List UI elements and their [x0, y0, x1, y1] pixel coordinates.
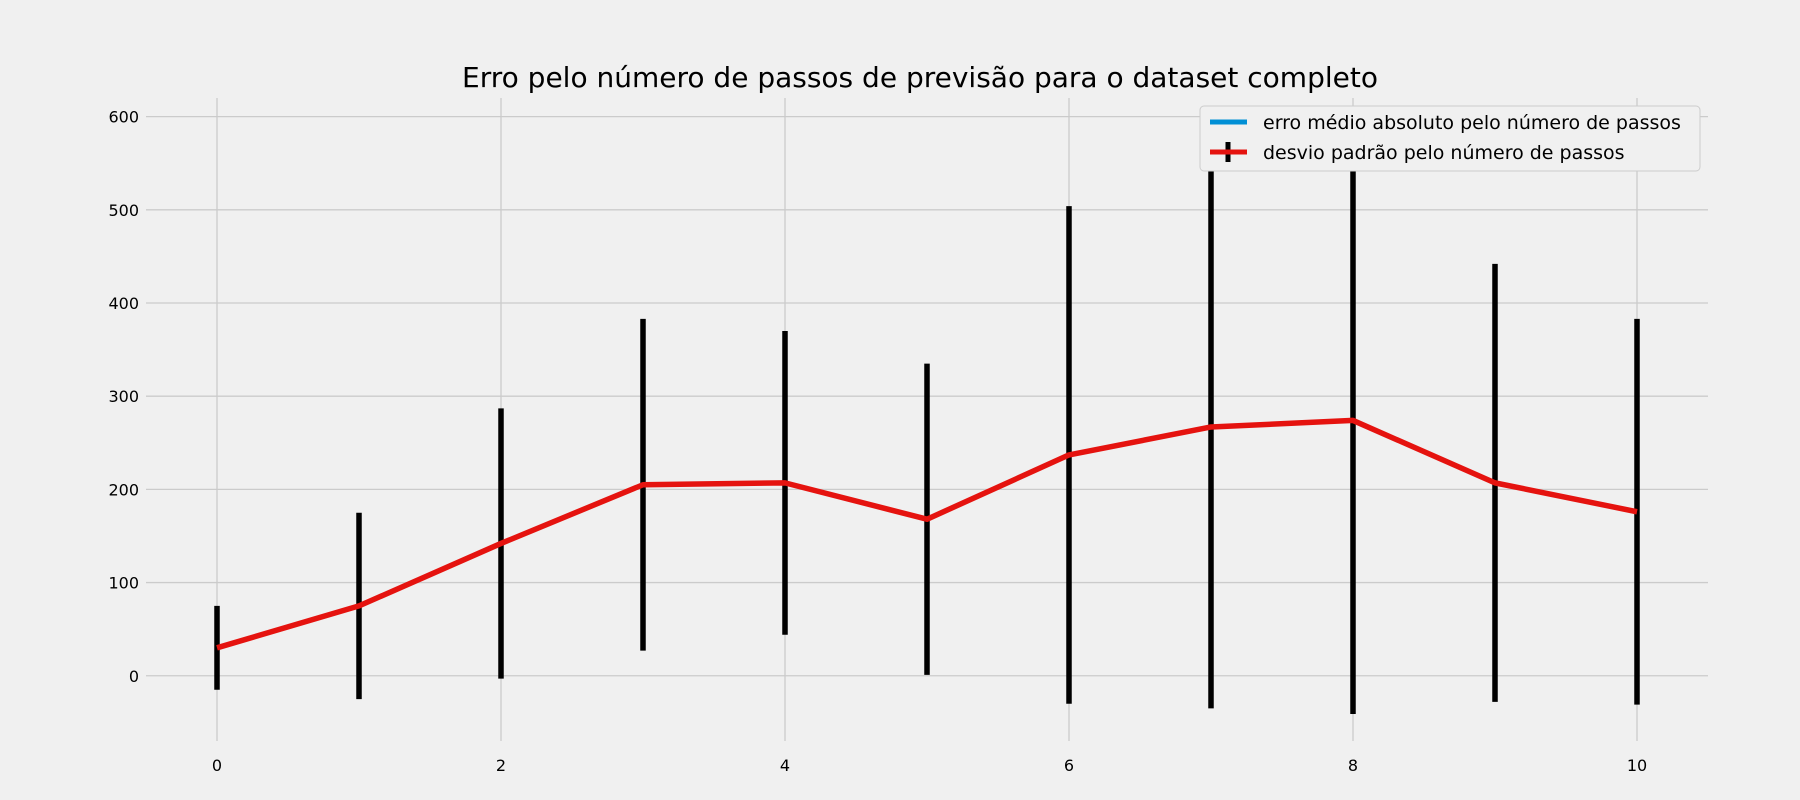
legend-label-mae: erro médio absoluto pelo número de passo… [1263, 112, 1681, 134]
x-tick-label: 4 [780, 756, 790, 775]
chart-title: Erro pelo número de passos de previsão p… [462, 61, 1378, 94]
x-tick-label: 2 [496, 756, 506, 775]
y-tick-label: 0 [129, 667, 139, 686]
x-tick-label: 0 [212, 756, 222, 775]
y-tick-label: 500 [108, 201, 139, 220]
y-tick-label: 400 [108, 294, 139, 313]
series-line-std [216, 417, 1638, 651]
y-tick-label: 200 [108, 480, 139, 499]
x-tick-label: 10 [1627, 756, 1647, 775]
mean-line [216, 417, 1638, 651]
legend: erro médio absoluto pelo número de passo… [1199, 105, 1701, 172]
x-tick-label: 8 [1348, 756, 1358, 775]
legend-box [1199, 105, 1701, 172]
y-tick-label: 300 [108, 387, 139, 406]
tick-labels: 0 100 200 300 400 500 600 0 2 4 6 8 10 [108, 108, 1647, 775]
y-tick-label: 600 [108, 108, 139, 127]
legend-label-std: desvio padrão pelo número de passos [1263, 142, 1625, 164]
y-tick-label: 100 [108, 574, 139, 593]
x-tick-label: 6 [1064, 756, 1074, 775]
